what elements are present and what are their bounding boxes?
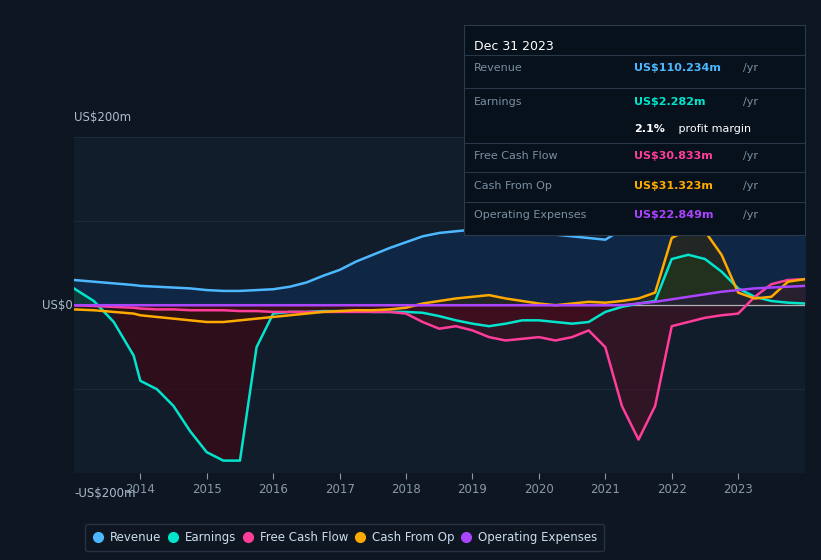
Text: US$110.234m: US$110.234m [635,63,721,73]
Text: US$0: US$0 [43,298,73,312]
Text: /yr: /yr [743,151,759,161]
Text: profit margin: profit margin [675,124,751,134]
Text: /yr: /yr [743,63,759,73]
Text: US$30.833m: US$30.833m [635,151,713,161]
Text: Earnings: Earnings [474,97,523,106]
Text: Dec 31 2023: Dec 31 2023 [474,40,554,53]
Text: Free Cash Flow: Free Cash Flow [474,151,557,161]
Text: US$22.849m: US$22.849m [635,210,713,220]
Text: US$31.323m: US$31.323m [635,180,713,190]
Text: US$200m: US$200m [74,111,131,124]
Legend: Revenue, Earnings, Free Cash Flow, Cash From Op, Operating Expenses: Revenue, Earnings, Free Cash Flow, Cash … [85,524,604,551]
Text: /yr: /yr [743,97,759,106]
Text: /yr: /yr [743,180,759,190]
Text: -US$200m: -US$200m [74,487,135,500]
Text: /yr: /yr [743,210,759,220]
Text: Operating Expenses: Operating Expenses [474,210,586,220]
Text: Cash From Op: Cash From Op [474,180,552,190]
Text: US$2.282m: US$2.282m [635,97,706,106]
Text: 2.1%: 2.1% [635,124,665,134]
Text: Revenue: Revenue [474,63,523,73]
